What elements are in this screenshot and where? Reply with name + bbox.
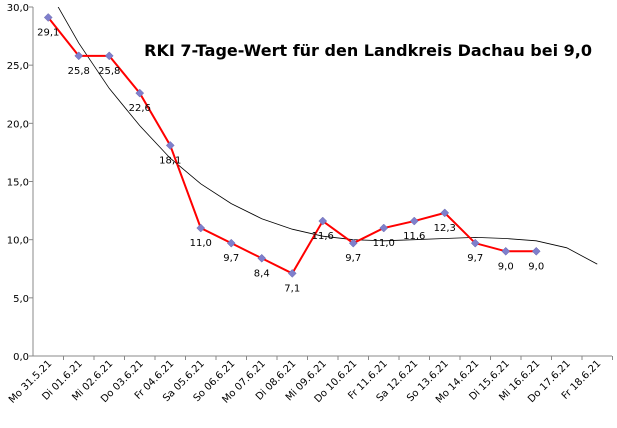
data-label: 11,0 [373, 238, 395, 249]
data-label: 29,1 [37, 27, 59, 38]
marker [531, 246, 541, 256]
data-label: 9,7 [223, 253, 239, 264]
data-label: 25,8 [98, 66, 120, 77]
trendline [57, 7, 598, 265]
data-label: 22,6 [129, 103, 151, 114]
y-tick-label: 25,0 [7, 61, 29, 72]
marker [409, 216, 419, 226]
data-label: 11,0 [190, 238, 212, 249]
marker [379, 223, 389, 233]
y-tick-label: 5,0 [13, 294, 29, 305]
marker [287, 269, 297, 278]
marker [348, 238, 358, 248]
data-label: 25,8 [68, 66, 90, 77]
marker [318, 216, 328, 226]
y-tick-label: 15,0 [7, 178, 29, 189]
marker [440, 208, 450, 218]
data-label: 9,0 [498, 261, 514, 272]
y-tick-label: 0,0 [13, 352, 29, 363]
y-tick-label: 30,0 [7, 3, 29, 14]
chart-title: RKI 7-Tage-Wert für den Landkreis Dachau… [144, 41, 592, 60]
marker [257, 253, 267, 263]
y-tick-label: 20,0 [7, 119, 29, 130]
data-label: 11,6 [403, 231, 425, 242]
y-tick-label: 10,0 [7, 236, 29, 247]
data-label: 7,1 [284, 283, 300, 294]
marker [43, 13, 53, 22]
marker [196, 223, 206, 233]
marker [74, 51, 84, 61]
marker [165, 141, 175, 150]
data-label: 11,6 [312, 231, 334, 242]
data-label: 9,7 [467, 253, 483, 264]
marker [470, 238, 480, 248]
marker [135, 88, 145, 98]
data-label: 9,7 [345, 253, 361, 264]
data-label: 12,3 [434, 223, 456, 234]
marker [501, 246, 511, 256]
marker [226, 238, 236, 248]
data-label: 9,0 [528, 261, 544, 272]
marker [104, 51, 114, 61]
data-label: 18,1 [159, 155, 181, 166]
data-label: 8,4 [254, 268, 270, 279]
